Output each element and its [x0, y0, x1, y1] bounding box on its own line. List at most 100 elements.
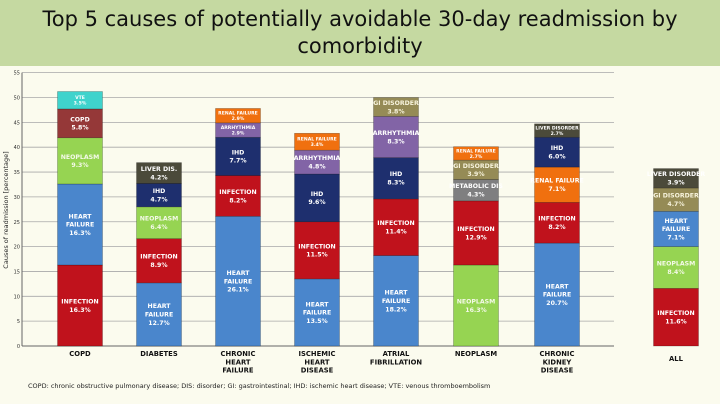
y-tick-label: 15	[14, 269, 20, 275]
x-tick-label: CHRONIC KIDNEY DISEASE	[540, 350, 575, 375]
bar-segment	[534, 123, 580, 138]
segment-label: HEART FAILURE 7.1%	[662, 218, 690, 242]
segment-label: LIVER DISORDER 2.7%	[535, 125, 579, 137]
segment-label: RENAL FAILURE 7.1%	[530, 178, 583, 193]
bar-chronic-kidney-disease: HEART FAILURE 20.7% INFECTION 8.2% RENAL FAIL…	[530, 123, 584, 347]
y-axis: 0 5 10 15 20 25 30 35 40 45 50 55	[14, 71, 23, 350]
y-tick-label: 45	[14, 120, 20, 126]
bar-chronic-heart-failure: HEART FAILURE 26.1% INFECTION 8.2% IHD 7.7% ARR…	[215, 108, 261, 347]
segment-label: INFECTION 11.6%	[657, 310, 694, 325]
segment-label: INFECTION 8.9%	[140, 254, 177, 269]
x-tick-label: DIABETES	[140, 350, 178, 358]
segment-label: ARRHYTHMIA 4.8%	[294, 155, 341, 170]
segment-label: RENAL FAILURE 3.4%	[297, 137, 337, 149]
segment-label: NEOPLASM 6.4%	[140, 216, 179, 231]
segment-label: VTE 3.5%	[74, 95, 87, 107]
x-tick-label: COPD	[69, 350, 91, 358]
x-tick-label: ATRIAL FIBRILLATION	[370, 350, 422, 366]
segment-label: METABOLIC DIS 4.3%	[449, 183, 503, 198]
bar-atrial-fibrillation: HEART FAILURE 18.2% INFECTION 11.4% IHD 8.3% AR…	[373, 97, 420, 347]
x-tick-label: NEOPLASM	[455, 350, 498, 358]
bar-segment	[215, 108, 261, 124]
bar-segment	[653, 246, 699, 289]
bar-segment	[136, 206, 182, 239]
bar-segment	[453, 200, 499, 266]
segment-label: IHD 4.7%	[150, 188, 167, 203]
bar-segment	[373, 198, 419, 256]
y-tick-label: 5	[17, 319, 20, 325]
bar-segment	[534, 242, 580, 347]
segment-label: IHD 7.7%	[229, 149, 246, 164]
bar-segment	[453, 264, 499, 347]
bar-segment	[57, 108, 103, 139]
bar-segment	[653, 168, 699, 189]
segment-label: HEART FAILURE 13.5%	[303, 301, 331, 325]
bar-neoplasm: NEOPLASM 16.3% INFECTION 12.9% METABOLIC DIS…	[449, 146, 503, 347]
bar-segment	[215, 136, 261, 176]
segment-label: RENAL FAILURE 2.7%	[456, 148, 496, 160]
bar-segment	[294, 221, 340, 280]
segment-label: INFECTION 11.5%	[298, 243, 335, 258]
bar-segment	[534, 166, 580, 203]
segment-label: IHD 9.6%	[308, 191, 325, 206]
y-tick-label: 0	[17, 344, 20, 350]
segment-label: COPD 5.8%	[70, 116, 89, 131]
y-axis-label: Causes of readmission [percentage]	[2, 151, 10, 268]
segment-label: ARRHYTHMIA 2.9%	[221, 125, 256, 137]
segment-label: GI DISORDER 3.9%	[453, 163, 499, 178]
bars: INFECTION 16.3% HEART FAILURE 16.3% NEOPLASM 9…	[57, 91, 705, 347]
x-axis-labels: COPD DIABETES CHRONIC HEART FAILURE ISCHEMIC H…	[69, 350, 683, 375]
y-tick-label: 35	[14, 170, 20, 176]
bar-segment	[136, 162, 182, 184]
bar-segment	[294, 149, 340, 175]
y-tick-label: 55	[14, 71, 20, 77]
y-tick-label: 25	[14, 220, 20, 226]
x-tick-label: ISCHEMIC HEART DISEASE	[298, 350, 335, 375]
bar-segment	[534, 202, 580, 244]
segment-label: GI DISORDER 3.8%	[373, 100, 419, 115]
x-tick-label: CHRONIC HEART FAILURE	[221, 350, 256, 375]
segment-label: LIVER DISORDER 3.9%	[647, 171, 705, 186]
bar-segment	[653, 288, 699, 347]
segment-label: INFECTION 8.2%	[219, 189, 256, 204]
segment-label: HEART FAILURE 18.2%	[382, 290, 410, 314]
bar-segment	[373, 97, 419, 117]
segment-label: INFECTION 12.9%	[457, 226, 494, 241]
bar-segment	[294, 278, 340, 347]
chart-title: Top 5 causes of potentially avoidable 30…	[42, 7, 678, 58]
segment-label: INFECTION 8.2%	[538, 216, 575, 231]
bar-segment	[57, 264, 103, 347]
y-tick-label: 10	[14, 294, 20, 300]
bar-segment	[453, 146, 499, 161]
bar-diabetes: HEART FAILURE 12.7% INFECTION 8.9% NEOPLASM 6.…	[136, 162, 182, 347]
bar-segment	[136, 183, 182, 208]
bar-segment	[373, 157, 419, 200]
bar-segment	[136, 238, 182, 284]
segment-label: NEOPLASM 9.3%	[61, 154, 100, 169]
segment-label: GI DISORDER 4.7%	[653, 193, 699, 208]
bar-segment	[57, 91, 103, 110]
segment-label: HEART FAILURE 12.7%	[145, 303, 173, 327]
bar-segment	[373, 255, 419, 347]
segment-label: INFECTION 16.3%	[61, 298, 98, 313]
segment-label: NEOPLASM 16.3%	[457, 298, 496, 313]
segment-label: INFECTION 11.4%	[377, 220, 414, 235]
segment-label: IHD 8.3%	[387, 171, 404, 186]
bar-copd: INFECTION 16.3% HEART FAILURE 16.3% NEOPLASM 9…	[57, 91, 103, 347]
footnote: COPD: chronic obstructive pulmonary dise…	[28, 382, 491, 390]
bar-segment	[294, 132, 340, 151]
bar-segment	[57, 137, 103, 185]
segment-label: LIVER DIS. 4.2%	[141, 166, 177, 181]
segment-label: RENAL FAILURE 2.9%	[218, 110, 258, 122]
bar-segment	[215, 175, 261, 217]
y-tick-label: 40	[14, 145, 20, 151]
segment-label: HEART FAILURE 16.3%	[66, 213, 94, 237]
bar-all: INFECTION 11.6% NEOPLASM 8.4% HEART FAILURE 7.…	[647, 168, 705, 347]
segment-label: ARRHYTHMIA 8.3%	[373, 130, 420, 145]
segment-label: NEOPLASM 8.4%	[657, 260, 696, 275]
bar-segment	[294, 173, 340, 223]
segment-label: HEART FAILURE 20.7%	[543, 283, 571, 307]
bar-segment	[534, 136, 580, 168]
bar-ischemic-heart-disease: HEART FAILURE 13.5% INFECTION 11.5% IHD 9.6% AR…	[294, 132, 341, 347]
